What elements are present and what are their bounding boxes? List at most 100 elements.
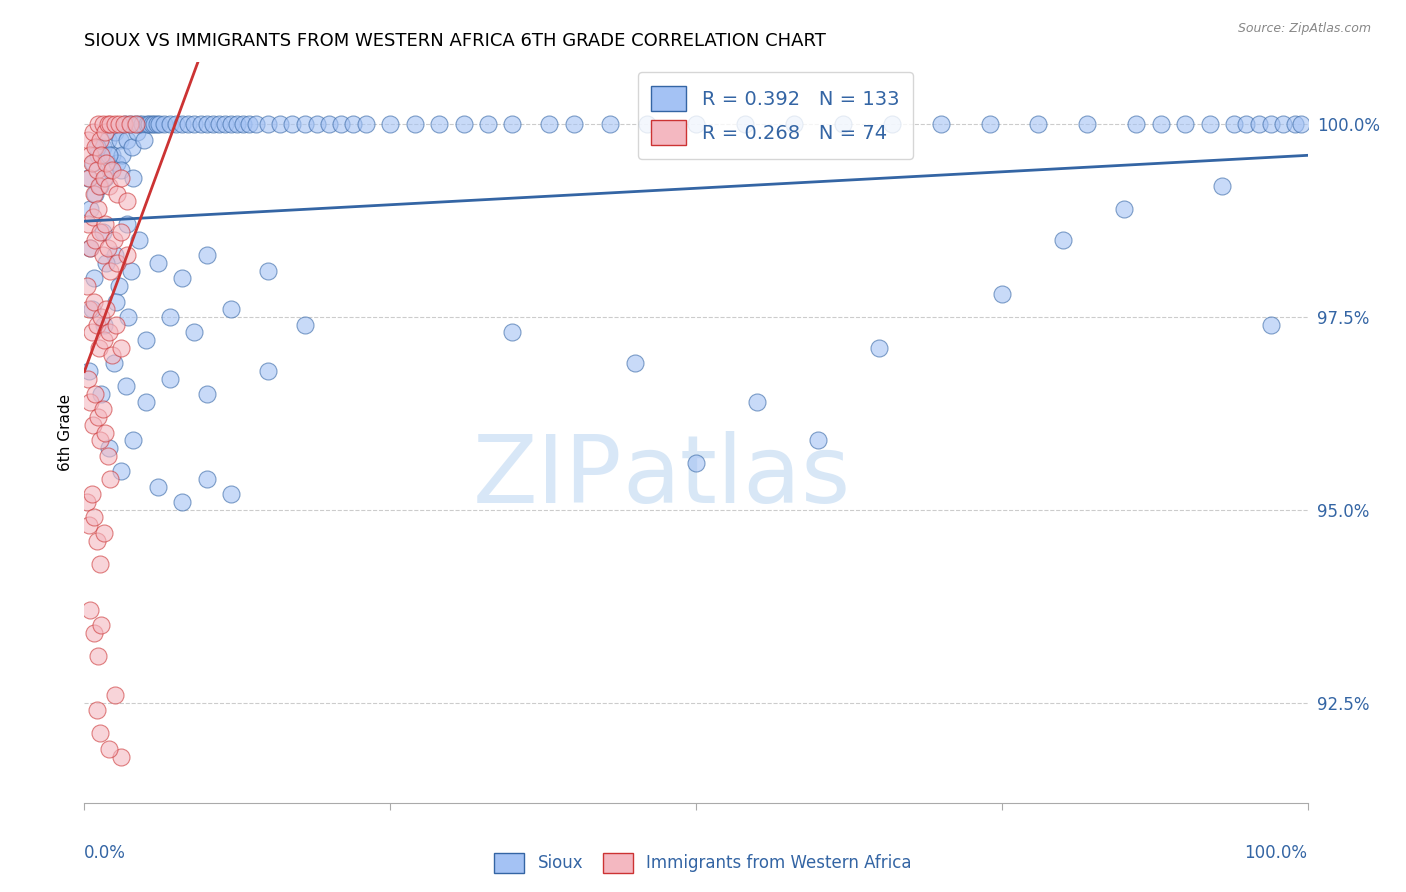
- Text: Source: ZipAtlas.com: Source: ZipAtlas.com: [1237, 22, 1371, 36]
- Point: [118, 117, 141, 131]
- Point: [124, 117, 146, 131]
- Point: [89, 178, 111, 193]
- Point: [76, 279, 98, 293]
- Point: [101, 163, 124, 178]
- Point: [94, 218, 117, 232]
- Point: [112, 117, 135, 131]
- Point: [685, 457, 707, 471]
- Point: [477, 117, 499, 131]
- Point: [84, 186, 107, 201]
- Point: [807, 434, 830, 448]
- Point: [97, 117, 120, 131]
- Point: [86, 318, 108, 332]
- Point: [177, 117, 200, 131]
- Point: [1291, 117, 1313, 131]
- Point: [172, 117, 194, 131]
- Point: [115, 379, 138, 393]
- Point: [86, 703, 108, 717]
- Point: [135, 333, 157, 347]
- Point: [84, 387, 107, 401]
- Point: [79, 603, 101, 617]
- Point: [979, 117, 1001, 131]
- Point: [89, 557, 111, 571]
- Text: SIOUX VS IMMIGRANTS FROM WESTERN AFRICA 6TH GRADE CORRELATION CHART: SIOUX VS IMMIGRANTS FROM WESTERN AFRICA …: [84, 32, 827, 50]
- Point: [103, 356, 125, 370]
- Point: [141, 117, 163, 131]
- Point: [104, 125, 127, 139]
- Point: [1198, 117, 1220, 131]
- Point: [83, 271, 105, 285]
- Point: [79, 394, 101, 409]
- Point: [97, 441, 120, 455]
- Point: [269, 117, 291, 131]
- Point: [111, 148, 134, 162]
- Point: [97, 240, 120, 254]
- Point: [131, 117, 153, 131]
- Legend: Sioux, Immigrants from Western Africa: Sioux, Immigrants from Western Africa: [488, 847, 918, 880]
- Point: [83, 186, 105, 201]
- Point: [97, 326, 120, 340]
- Point: [1114, 202, 1136, 216]
- Text: ZIP: ZIP: [472, 431, 623, 523]
- Point: [1260, 318, 1282, 332]
- Point: [97, 132, 120, 146]
- Point: [172, 495, 194, 509]
- Point: [87, 341, 110, 355]
- Point: [208, 117, 231, 131]
- Point: [87, 649, 110, 664]
- Point: [1076, 117, 1098, 131]
- Point: [89, 434, 111, 448]
- Point: [153, 117, 176, 131]
- Point: [82, 210, 104, 224]
- Point: [110, 163, 132, 178]
- Point: [98, 263, 121, 277]
- Point: [117, 310, 139, 324]
- Point: [79, 240, 101, 254]
- Point: [226, 117, 249, 131]
- Point: [104, 117, 127, 131]
- Point: [77, 302, 100, 317]
- Point: [1236, 117, 1258, 131]
- Point: [90, 310, 112, 324]
- Point: [183, 326, 205, 340]
- Point: [87, 178, 110, 193]
- Point: [87, 410, 110, 425]
- Point: [93, 171, 115, 186]
- Point: [1211, 178, 1233, 193]
- Point: [1272, 117, 1295, 131]
- Point: [108, 132, 131, 146]
- Point: [125, 125, 148, 139]
- Point: [143, 117, 166, 131]
- Point: [380, 117, 402, 131]
- Point: [86, 163, 108, 178]
- Point: [89, 726, 111, 740]
- Point: [80, 302, 103, 317]
- Legend: R = 0.392   N = 133, R = 0.268   N = 74: R = 0.392 N = 133, R = 0.268 N = 74: [638, 72, 912, 159]
- Point: [219, 117, 242, 131]
- Point: [77, 518, 100, 533]
- Point: [135, 117, 157, 131]
- Point: [110, 341, 132, 355]
- Point: [502, 326, 524, 340]
- Point: [105, 318, 128, 332]
- Point: [929, 117, 952, 131]
- Point: [93, 318, 115, 332]
- Point: [880, 117, 903, 131]
- Point: [636, 117, 658, 131]
- Point: [201, 117, 224, 131]
- Point: [101, 148, 124, 162]
- Point: [195, 472, 218, 486]
- Point: [342, 117, 364, 131]
- Point: [89, 132, 111, 146]
- Point: [294, 318, 316, 332]
- Point: [257, 263, 280, 277]
- Point: [245, 117, 267, 131]
- Point: [77, 371, 100, 385]
- Point: [82, 155, 104, 169]
- Point: [538, 117, 561, 131]
- Point: [107, 279, 129, 293]
- Point: [128, 233, 150, 247]
- Point: [79, 148, 101, 162]
- Point: [90, 387, 112, 401]
- Point: [599, 117, 621, 131]
